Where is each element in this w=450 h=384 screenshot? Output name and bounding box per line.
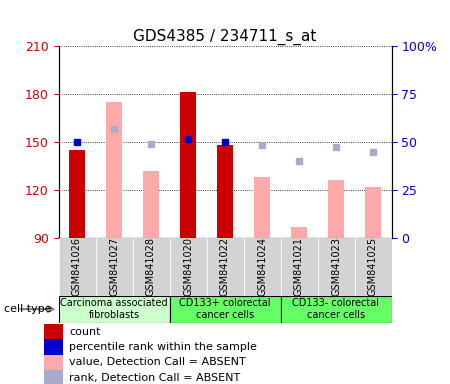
Bar bbox=[355, 238, 392, 296]
Bar bbox=[132, 238, 170, 296]
Text: GSM841025: GSM841025 bbox=[368, 237, 378, 296]
Bar bbox=[58, 238, 95, 296]
Bar bbox=[318, 238, 355, 296]
Bar bbox=[44, 339, 63, 355]
Title: GDS4385 / 234711_s_at: GDS4385 / 234711_s_at bbox=[133, 28, 317, 45]
Bar bbox=[143, 171, 159, 238]
Text: GSM841020: GSM841020 bbox=[183, 237, 193, 296]
Text: rank, Detection Call = ABSENT: rank, Detection Call = ABSENT bbox=[69, 373, 240, 383]
Text: GSM841027: GSM841027 bbox=[109, 237, 119, 296]
Bar bbox=[69, 150, 86, 238]
Text: percentile rank within the sample: percentile rank within the sample bbox=[69, 342, 257, 352]
Bar bbox=[328, 180, 344, 238]
Text: Carcinoma associated
fibroblasts: Carcinoma associated fibroblasts bbox=[60, 298, 168, 320]
Bar bbox=[207, 238, 243, 296]
Bar bbox=[44, 324, 63, 339]
Bar bbox=[291, 227, 307, 238]
Text: GSM841026: GSM841026 bbox=[72, 237, 82, 296]
Text: CD133- colorectal
cancer cells: CD133- colorectal cancer cells bbox=[292, 298, 379, 320]
Bar bbox=[217, 145, 233, 238]
Bar bbox=[170, 296, 280, 323]
Bar bbox=[280, 296, 392, 323]
Text: GSM841024: GSM841024 bbox=[257, 237, 267, 296]
Bar bbox=[58, 296, 170, 323]
Text: CD133+ colorectal
cancer cells: CD133+ colorectal cancer cells bbox=[179, 298, 271, 320]
Bar bbox=[44, 355, 63, 370]
Bar bbox=[106, 102, 122, 238]
Bar bbox=[180, 93, 196, 238]
Text: value, Detection Call = ABSENT: value, Detection Call = ABSENT bbox=[69, 358, 246, 367]
Bar bbox=[44, 370, 63, 384]
Bar bbox=[280, 238, 318, 296]
Bar bbox=[254, 177, 270, 238]
Bar bbox=[243, 238, 280, 296]
Bar bbox=[95, 238, 132, 296]
Text: GSM841028: GSM841028 bbox=[146, 237, 156, 296]
Bar bbox=[364, 187, 381, 238]
Text: GSM841022: GSM841022 bbox=[220, 237, 230, 296]
Bar bbox=[170, 238, 207, 296]
Text: cell type: cell type bbox=[4, 304, 52, 314]
Text: GSM841021: GSM841021 bbox=[294, 237, 304, 296]
Text: count: count bbox=[69, 327, 101, 337]
Text: GSM841023: GSM841023 bbox=[331, 237, 341, 296]
